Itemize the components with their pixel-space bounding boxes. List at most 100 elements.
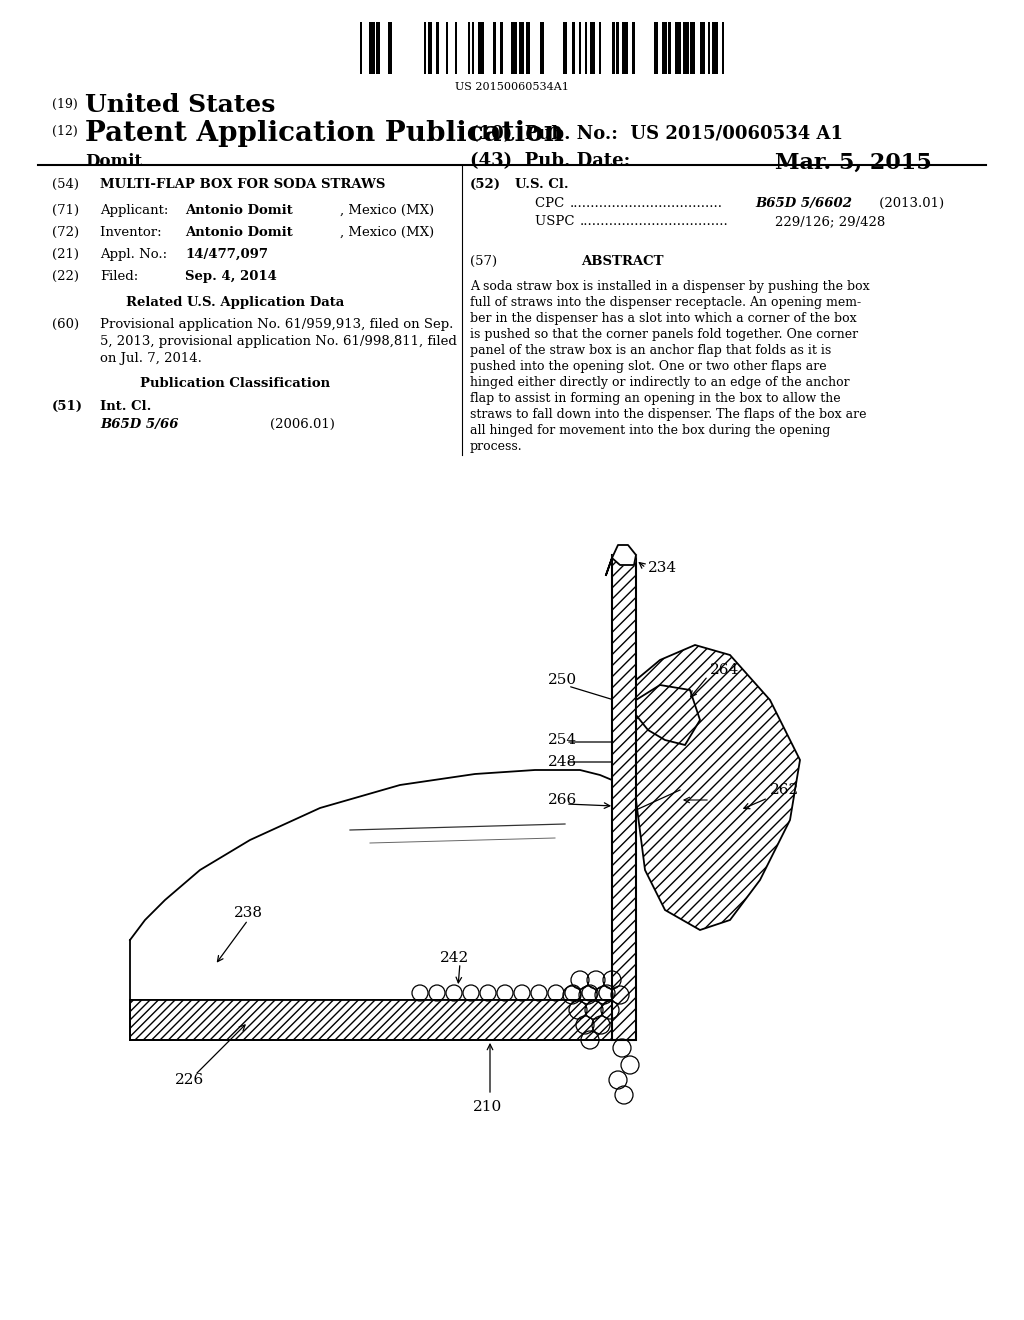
Bar — [622, 22, 628, 74]
Bar — [478, 22, 484, 74]
Text: A soda straw box is installed in a dispenser by pushing the box: A soda straw box is installed in a dispe… — [470, 280, 869, 293]
Bar — [455, 22, 457, 74]
Bar — [612, 22, 615, 74]
Text: full of straws into the dispenser receptacle. An opening mem-: full of straws into the dispenser recept… — [470, 296, 861, 309]
Text: Antonio Domit: Antonio Domit — [185, 226, 293, 239]
Polygon shape — [636, 685, 700, 744]
Text: USPC: USPC — [535, 215, 583, 228]
Bar — [468, 22, 470, 74]
Text: 238: 238 — [234, 906, 263, 920]
Text: 5, 2013, provisional application No. 61/998,811, filed: 5, 2013, provisional application No. 61/… — [100, 335, 457, 348]
Bar — [388, 22, 392, 74]
Text: 210: 210 — [473, 1100, 503, 1114]
Bar — [654, 22, 658, 74]
Text: 14/477,097: 14/477,097 — [185, 248, 268, 261]
Text: (52): (52) — [470, 178, 501, 191]
Text: process.: process. — [470, 440, 522, 453]
Text: (21): (21) — [52, 248, 79, 261]
Text: (12): (12) — [52, 125, 78, 139]
Bar — [590, 22, 595, 74]
Text: Applicant:: Applicant: — [100, 205, 177, 216]
Text: Mar. 5, 2015: Mar. 5, 2015 — [775, 152, 932, 174]
Text: , Mexico (MX): , Mexico (MX) — [340, 205, 434, 216]
Text: Int. Cl.: Int. Cl. — [100, 400, 152, 413]
Text: straws to fall down into the dispenser. The flaps of the box are: straws to fall down into the dispenser. … — [470, 408, 866, 421]
Bar — [369, 22, 375, 74]
Text: Antonio Domit: Antonio Domit — [185, 205, 293, 216]
Polygon shape — [606, 545, 636, 576]
Text: 262: 262 — [770, 783, 800, 797]
Bar — [519, 22, 524, 74]
Bar — [708, 22, 710, 74]
Bar — [616, 22, 618, 74]
Text: hinged either directly or indirectly to an edge of the anchor: hinged either directly or indirectly to … — [470, 376, 850, 389]
Bar — [579, 22, 581, 74]
Bar — [428, 22, 432, 74]
Bar — [511, 22, 517, 74]
Text: Patent Application Publication: Patent Application Publication — [85, 120, 564, 147]
Text: on Jul. 7, 2014.: on Jul. 7, 2014. — [100, 352, 202, 366]
Text: Related U.S. Application Data: Related U.S. Application Data — [126, 296, 344, 309]
Bar — [493, 22, 496, 74]
Text: (57): (57) — [470, 255, 497, 268]
Bar — [700, 22, 705, 74]
Text: 242: 242 — [440, 950, 469, 965]
Bar — [424, 22, 426, 74]
Text: , Mexico (MX): , Mexico (MX) — [340, 226, 434, 239]
Text: Filed:: Filed: — [100, 271, 138, 282]
Bar — [526, 22, 530, 74]
Bar — [612, 554, 636, 1040]
Bar — [500, 22, 503, 74]
Text: Domit: Domit — [85, 153, 142, 170]
Bar — [632, 22, 635, 74]
Text: ...................................: ................................... — [580, 215, 729, 228]
Text: pushed into the opening slot. One or two other flaps are: pushed into the opening slot. One or two… — [470, 360, 826, 374]
Bar — [376, 22, 380, 74]
Text: (72): (72) — [52, 226, 79, 239]
Text: (2006.01): (2006.01) — [270, 418, 335, 432]
Text: is pushed so that the corner panels fold together. One corner: is pushed so that the corner panels fold… — [470, 327, 858, 341]
Bar — [540, 22, 544, 74]
Bar — [563, 22, 567, 74]
Text: United States: United States — [85, 92, 275, 117]
Text: (19): (19) — [52, 98, 78, 111]
Text: U.S. Cl.: U.S. Cl. — [515, 178, 568, 191]
Bar — [472, 22, 474, 74]
Text: Inventor:: Inventor: — [100, 226, 170, 239]
Text: MULTI-FLAP BOX FOR SODA STRAWS: MULTI-FLAP BOX FOR SODA STRAWS — [100, 178, 385, 191]
Text: ....................................: .................................... — [570, 197, 723, 210]
Text: Provisional application No. 61/959,913, filed on Sep.: Provisional application No. 61/959,913, … — [100, 318, 454, 331]
Text: all hinged for movement into the box during the opening: all hinged for movement into the box dur… — [470, 424, 830, 437]
Text: Appl. No.:: Appl. No.: — [100, 248, 171, 261]
Bar — [599, 22, 601, 74]
Text: (10)  Pub. No.:  US 2015/0060534 A1: (10) Pub. No.: US 2015/0060534 A1 — [470, 125, 843, 143]
Text: 248: 248 — [548, 755, 578, 770]
Bar — [722, 22, 724, 74]
Text: 250: 250 — [548, 673, 578, 686]
Bar — [690, 22, 695, 74]
Bar — [436, 22, 439, 74]
Text: 226: 226 — [175, 1073, 204, 1086]
Text: B65D 5/66: B65D 5/66 — [100, 418, 178, 432]
Text: flap to assist in forming an opening in the box to allow the: flap to assist in forming an opening in … — [470, 392, 841, 405]
Bar — [712, 22, 718, 74]
Bar — [585, 22, 587, 74]
Bar — [446, 22, 449, 74]
Text: Publication Classification: Publication Classification — [140, 378, 330, 389]
Text: (60): (60) — [52, 318, 79, 331]
Text: (2013.01): (2013.01) — [874, 197, 944, 210]
Text: panel of the straw box is an anchor flap that folds as it is: panel of the straw box is an anchor flap… — [470, 345, 831, 356]
Text: (43)  Pub. Date:: (43) Pub. Date: — [470, 152, 630, 170]
Text: B65D 5/6602: B65D 5/6602 — [755, 197, 852, 210]
Bar — [130, 1001, 612, 1040]
Bar — [572, 22, 575, 74]
Polygon shape — [130, 770, 612, 1001]
Text: 266: 266 — [548, 793, 578, 807]
Text: 264: 264 — [710, 663, 739, 677]
Text: Sep. 4, 2014: Sep. 4, 2014 — [185, 271, 276, 282]
Text: (22): (22) — [52, 271, 79, 282]
Text: 234: 234 — [648, 561, 677, 576]
Text: (71): (71) — [52, 205, 79, 216]
Bar — [675, 22, 681, 74]
Bar — [668, 22, 671, 74]
